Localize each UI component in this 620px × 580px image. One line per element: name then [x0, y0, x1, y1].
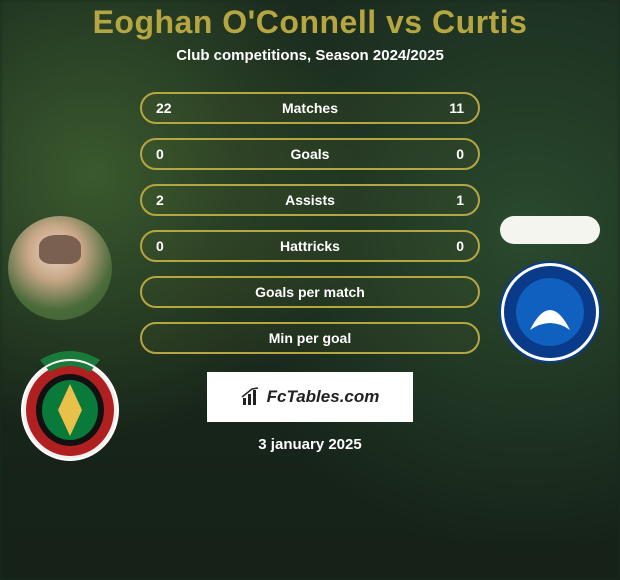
chart-icon: [241, 387, 261, 407]
stat-label: Assists: [285, 192, 335, 208]
stat-value-left: 0: [156, 238, 180, 254]
stat-value-right: 11: [440, 100, 464, 116]
stat-row: 22 Matches 11: [140, 92, 480, 124]
stat-value-left: 22: [156, 100, 180, 116]
brand-badge: FcTables.com: [207, 372, 413, 422]
stat-value-right: 0: [440, 238, 464, 254]
brand-text: FcTables.com: [267, 387, 380, 407]
page-title: Eoghan O'Connell vs Curtis: [0, 4, 620, 41]
stat-label: Goals: [291, 146, 330, 162]
page-subtitle: Club competitions, Season 2024/2025: [0, 47, 620, 64]
stat-value-left: 0: [156, 146, 180, 162]
club-left-crest: [18, 348, 122, 464]
player-right-avatar: [500, 216, 600, 244]
stat-label: Goals per match: [255, 284, 365, 300]
club-right-crest: [498, 260, 602, 364]
stat-label: Matches: [282, 100, 338, 116]
stat-value-right: 1: [440, 192, 464, 208]
stat-label: Min per goal: [269, 330, 351, 346]
stat-label: Hattricks: [280, 238, 340, 254]
stat-value-right: 0: [440, 146, 464, 162]
stat-row: 0 Hattricks 0: [140, 230, 480, 262]
stat-row: 0 Goals 0: [140, 138, 480, 170]
player-left-avatar: [8, 216, 112, 320]
stat-row: Goals per match: [140, 276, 480, 308]
stat-value-left: 2: [156, 192, 180, 208]
stat-row: 2 Assists 1: [140, 184, 480, 216]
comparison-area: 22 Matches 11 0 Goals 0 2 Assists 1 0 Hattricks 0 Go…: [0, 92, 620, 354]
stat-row: Min per goal: [140, 322, 480, 354]
